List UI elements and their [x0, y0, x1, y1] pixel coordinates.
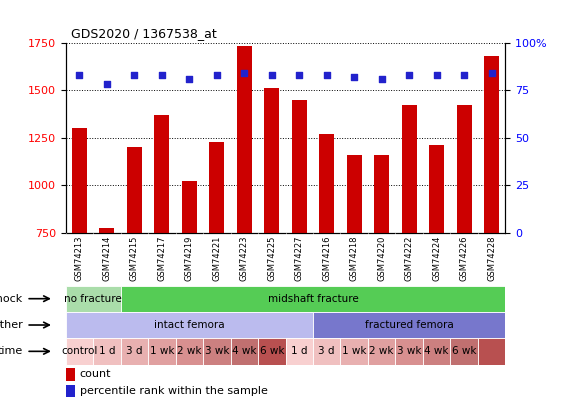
Bar — [319, 134, 334, 233]
Bar — [347, 155, 362, 233]
Bar — [66, 286, 120, 312]
Text: 4 wk: 4 wk — [424, 346, 449, 356]
Bar — [368, 338, 395, 365]
Text: GSM74215: GSM74215 — [130, 236, 139, 281]
Point — [267, 72, 276, 78]
Text: GSM74222: GSM74222 — [405, 236, 413, 281]
Text: intact femora: intact femora — [154, 320, 224, 330]
Bar — [66, 338, 93, 365]
Text: percentile rank within the sample: percentile rank within the sample — [80, 386, 268, 396]
Point — [240, 70, 249, 76]
Text: GDS2020 / 1367538_at: GDS2020 / 1367538_at — [71, 28, 217, 40]
Text: count: count — [80, 369, 111, 379]
Text: 3 d: 3 d — [319, 346, 335, 356]
Bar — [127, 147, 142, 233]
Text: GSM74227: GSM74227 — [295, 236, 304, 281]
Text: 3 wk: 3 wk — [397, 346, 421, 356]
Bar — [423, 338, 451, 365]
Point — [322, 72, 331, 78]
Bar — [237, 46, 252, 233]
Bar — [395, 338, 423, 365]
Text: other: other — [0, 320, 23, 330]
Bar — [429, 145, 444, 233]
Text: GSM74218: GSM74218 — [349, 236, 359, 281]
Text: 3 wk: 3 wk — [204, 346, 229, 356]
Bar — [66, 385, 75, 397]
Text: 1 d: 1 d — [99, 346, 115, 356]
Text: GSM74213: GSM74213 — [75, 236, 84, 281]
Point — [75, 72, 84, 78]
Point — [377, 75, 386, 82]
Text: GSM74225: GSM74225 — [267, 236, 276, 281]
Bar — [203, 338, 231, 365]
Point — [460, 72, 469, 78]
Point — [405, 72, 414, 78]
Text: 3 d: 3 d — [126, 346, 143, 356]
Bar — [176, 338, 203, 365]
Text: time: time — [0, 346, 23, 356]
Bar — [231, 338, 258, 365]
Text: GSM74214: GSM74214 — [102, 236, 111, 281]
Text: control: control — [61, 346, 98, 356]
Bar — [154, 115, 170, 233]
Point — [295, 72, 304, 78]
Text: 6 wk: 6 wk — [259, 346, 284, 356]
Bar — [292, 100, 307, 233]
Bar — [120, 286, 505, 312]
Text: 2 wk: 2 wk — [177, 346, 202, 356]
Point — [157, 72, 166, 78]
Bar — [457, 105, 472, 233]
Point — [185, 75, 194, 82]
Text: GSM74223: GSM74223 — [240, 236, 249, 281]
Bar — [258, 338, 286, 365]
Text: 6 wk: 6 wk — [452, 346, 476, 356]
Bar — [401, 105, 417, 233]
Bar — [148, 338, 176, 365]
Bar — [374, 155, 389, 233]
Bar — [451, 338, 478, 365]
Text: 1 d: 1 d — [291, 346, 308, 356]
Point — [349, 74, 359, 80]
Bar — [313, 338, 340, 365]
Bar — [484, 56, 499, 233]
Point — [130, 72, 139, 78]
Bar — [182, 181, 197, 233]
Text: GSM74219: GSM74219 — [185, 236, 194, 281]
Text: no fracture: no fracture — [65, 294, 122, 304]
Bar — [313, 312, 505, 338]
Text: 1 wk: 1 wk — [342, 346, 367, 356]
Text: GSM74217: GSM74217 — [158, 236, 166, 281]
Bar — [478, 338, 505, 365]
Text: 2 wk: 2 wk — [369, 346, 394, 356]
Text: 1 wk: 1 wk — [150, 346, 174, 356]
Bar — [66, 312, 313, 338]
Text: GSM74224: GSM74224 — [432, 236, 441, 281]
Point — [102, 81, 111, 87]
Bar — [66, 368, 75, 381]
Text: shock: shock — [0, 294, 23, 304]
Text: GSM74221: GSM74221 — [212, 236, 222, 281]
Text: GSM74228: GSM74228 — [487, 236, 496, 281]
Point — [487, 70, 496, 76]
Bar — [120, 338, 148, 365]
Bar — [340, 338, 368, 365]
Text: 4 wk: 4 wk — [232, 346, 256, 356]
Text: GSM74220: GSM74220 — [377, 236, 386, 281]
Bar — [264, 88, 279, 233]
Text: GSM74226: GSM74226 — [460, 236, 469, 281]
Point — [432, 72, 441, 78]
Text: fractured femora: fractured femora — [365, 320, 453, 330]
Text: midshaft fracture: midshaft fracture — [268, 294, 359, 304]
Point — [212, 72, 222, 78]
Bar — [209, 141, 224, 233]
Text: GSM74216: GSM74216 — [322, 236, 331, 281]
Bar — [93, 338, 120, 365]
Bar — [99, 228, 114, 233]
Bar — [286, 338, 313, 365]
Bar — [72, 128, 87, 233]
